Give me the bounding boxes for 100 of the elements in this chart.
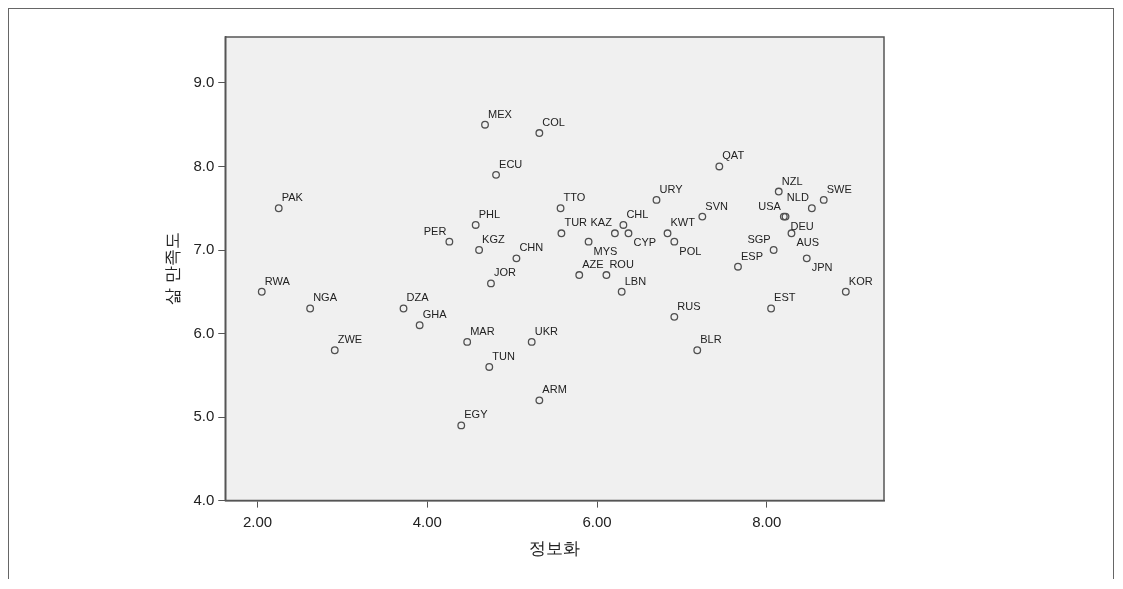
- data-label: QAT: [722, 149, 745, 162]
- point: [617, 287, 626, 296]
- point: [670, 237, 679, 246]
- point: [556, 204, 565, 213]
- point: [535, 129, 544, 138]
- point: [769, 246, 778, 254]
- point: [787, 229, 796, 238]
- data-label: SGP: [747, 233, 771, 246]
- data-label: USA: [758, 199, 782, 212]
- y-tick-label: 9.0: [193, 73, 215, 91]
- data-label: DZA: [406, 291, 430, 304]
- point: [670, 312, 679, 321]
- data-label: KGZ: [482, 233, 505, 246]
- data-label: CHN: [519, 241, 544, 254]
- data-label: JPN: [811, 261, 833, 274]
- point: [457, 421, 466, 430]
- data-label: CHL: [626, 207, 649, 220]
- data-label: ARM: [542, 383, 567, 396]
- data-label: SVN: [705, 199, 729, 212]
- point: [584, 237, 593, 246]
- y-tick-label: 8.0: [193, 156, 215, 174]
- point: [492, 170, 500, 179]
- data-label: LBN: [624, 274, 647, 287]
- data-label: RUS: [677, 299, 701, 312]
- data-label: NZL: [781, 174, 803, 187]
- data-label: POL: [679, 244, 702, 257]
- x-tick-label: 6.00: [582, 512, 612, 530]
- data-label: DEU: [790, 219, 814, 232]
- data-label: ESP: [740, 249, 763, 262]
- data-label: CYP: [633, 236, 657, 249]
- point: [274, 204, 283, 213]
- point: [734, 262, 742, 271]
- point: [485, 363, 494, 371]
- y-tick-label: 7.0: [193, 240, 215, 258]
- point: [841, 287, 850, 296]
- data-label: KAZ: [590, 216, 613, 229]
- point: [774, 187, 783, 196]
- point: [663, 229, 672, 238]
- data-label: MAR: [470, 324, 495, 337]
- x-axis-title: 정보화: [529, 539, 581, 559]
- point: [693, 346, 702, 355]
- point: [475, 246, 484, 254]
- point: [257, 287, 266, 296]
- point: [802, 254, 811, 263]
- point: [557, 229, 566, 238]
- data-label: TUR: [564, 216, 588, 229]
- data-label: MEX: [488, 107, 513, 120]
- point: [602, 271, 611, 280]
- data-label: AZE: [582, 258, 604, 271]
- data-label: PAK: [281, 191, 304, 204]
- point: [610, 229, 619, 238]
- data-label: SWE: [826, 182, 852, 195]
- point: [399, 304, 408, 313]
- point: [652, 195, 661, 204]
- data-label: KOR: [848, 274, 873, 287]
- point: [487, 279, 495, 288]
- x-tick-label: 8.00: [752, 512, 782, 530]
- y-axis-title: 삶 만족도: [162, 232, 182, 306]
- data-label: KWT: [670, 216, 696, 229]
- y-tick-label: 5.0: [193, 407, 215, 425]
- y-tick-label: 6.0: [193, 323, 215, 341]
- data-label: PHL: [478, 207, 501, 220]
- data-label: MYS: [593, 244, 618, 257]
- y-tick-label: 4.0: [193, 490, 215, 508]
- data-label: JOR: [493, 266, 517, 279]
- data-label: EGY: [464, 408, 489, 421]
- data-label: ECU: [499, 157, 523, 170]
- point: [306, 304, 315, 313]
- point: [330, 346, 339, 355]
- point: [698, 212, 707, 221]
- data-label: BLR: [700, 333, 722, 346]
- data-label: TTO: [563, 191, 586, 204]
- point: [463, 337, 472, 346]
- data-label: RWA: [264, 274, 291, 287]
- data-label: GHA: [422, 308, 448, 321]
- point: [619, 221, 628, 229]
- data-label: EST: [774, 291, 796, 304]
- point: [445, 237, 454, 246]
- point: [415, 321, 424, 330]
- point: [575, 271, 584, 280]
- point: [819, 195, 828, 204]
- point: [527, 337, 536, 346]
- point: [481, 120, 489, 129]
- data-label: URY: [659, 182, 684, 195]
- x-tick-label: 4.00: [412, 512, 442, 530]
- point: [715, 162, 724, 171]
- data-label: NGA: [313, 291, 338, 304]
- point: [535, 396, 544, 405]
- data-label: PER: [423, 224, 447, 237]
- data-label: TUN: [492, 349, 515, 362]
- point: [767, 304, 776, 313]
- point: [807, 204, 816, 213]
- point: [624, 229, 633, 238]
- x-tick-label: 2.00: [242, 512, 273, 530]
- data-label: COL: [542, 116, 565, 129]
- point: [471, 221, 480, 229]
- data-label: ROU: [609, 258, 634, 271]
- data-label: AUS: [796, 236, 820, 249]
- data-label: ZWE: [337, 333, 363, 346]
- data-label: NLD: [786, 191, 809, 204]
